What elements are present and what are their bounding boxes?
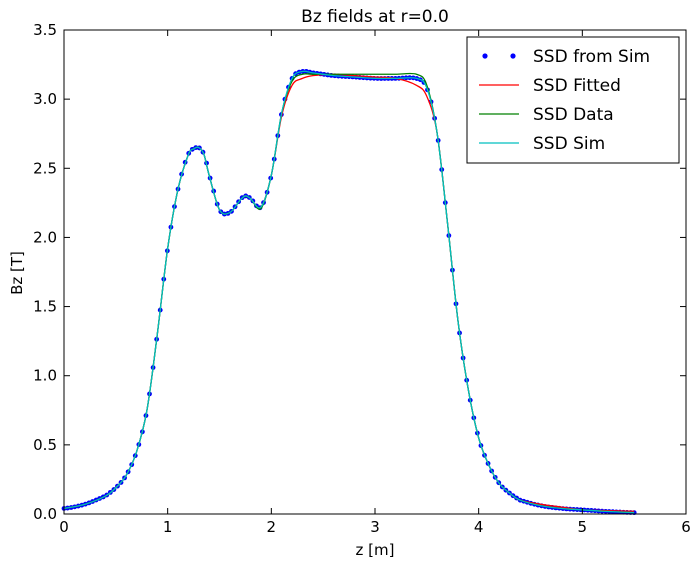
- y-tick-label: 3.0: [33, 90, 57, 108]
- legend-marker: [510, 53, 516, 59]
- legend-label: SSD Data: [533, 105, 614, 125]
- plot-area: [61, 68, 637, 516]
- legend-box: [466, 36, 680, 164]
- legend-label: SSD from Sim: [533, 47, 650, 67]
- y-tick-label: 0.0: [33, 505, 57, 523]
- y-axis-label: Bz [T]: [8, 251, 26, 295]
- y-tick-label: 1.0: [33, 367, 57, 385]
- y-tick-label: 2.0: [33, 228, 57, 246]
- x-tick-label: 3: [370, 518, 380, 536]
- y-tick-label: 1.5: [33, 298, 57, 316]
- x-tick-label: 5: [578, 518, 588, 536]
- plot-frame: [63, 29, 687, 515]
- x-axis-label: z [m]: [356, 541, 395, 559]
- y-tick-label: 0.5: [33, 436, 57, 454]
- legend-label: SSD Fitted: [533, 76, 621, 96]
- y-tick-label: 2.5: [33, 159, 57, 177]
- series-line: [63, 70, 635, 514]
- legend-label: SSD Sim: [533, 134, 605, 154]
- x-tick-label: 4: [474, 518, 484, 536]
- x-tick-label: 2: [267, 518, 277, 536]
- legend: SSD from Sim SSD Fitted SSD Data SSD Sim: [466, 36, 680, 164]
- x-tick-label: 0: [59, 518, 69, 536]
- legend-marker: [482, 53, 488, 59]
- axis-ticks: 0 1 2 3 4 5 6 0.0 0.5 1.0 1.5 2.0 2.5 3.0 3.5: [33, 21, 691, 536]
- chart-title: Bz fields at r=0.0: [301, 7, 449, 27]
- y-tick-label: 3.5: [33, 21, 57, 39]
- x-tick-label: 6: [681, 518, 691, 536]
- x-tick-label: 1: [163, 518, 173, 536]
